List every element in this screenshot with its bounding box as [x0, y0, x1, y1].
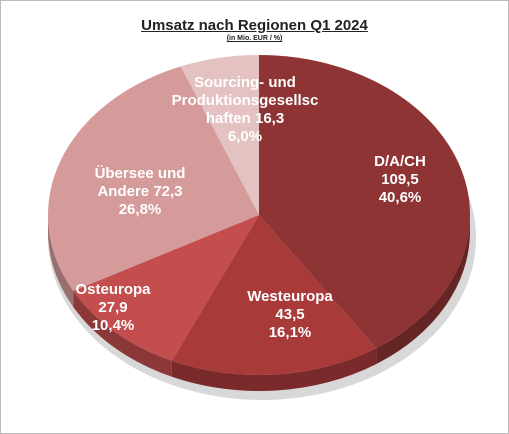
chart-subtitle: (in Mio. EUR / %): [226, 35, 283, 42]
pie-slice: [259, 55, 471, 349]
category-label: Westeuropa: [247, 288, 333, 305]
slice-side: [73, 290, 172, 377]
pie-slice: [73, 215, 259, 361]
value-label: 72,3: [153, 183, 183, 200]
percentage-label: 26,8%: [118, 201, 162, 218]
slice-label: Westeuropa 43,5 16,1%: [235, 288, 345, 342]
percentage-label: 10,4%: [91, 317, 135, 334]
percentage-label: 6,0%: [227, 128, 263, 145]
value-label: 16,3: [254, 110, 285, 127]
category-label: Osteuropa: [75, 281, 151, 298]
slice-label: Sourcing- und Produktionsgesellschaften …: [170, 74, 320, 146]
slice-label: D/A/CH 109,5 40,6%: [360, 153, 440, 207]
percentage-label: 40,6%: [378, 189, 422, 206]
chart-title: Umsatz nach Regionen Q1 2024: [141, 17, 368, 34]
slice-label: Osteuropa 27,9 10,4%: [68, 281, 158, 335]
slice-label: Übersee und Andere 72,3 26,8%: [90, 165, 190, 219]
slice-side: [48, 215, 74, 307]
category-label: Übersee und Andere: [94, 165, 186, 200]
slice-side: [376, 215, 470, 365]
pie-slice: [171, 215, 377, 375]
pie-slice: [48, 66, 259, 291]
value-label: 43,5: [275, 306, 305, 323]
pie-slice: [180, 55, 259, 215]
percentage-label: 16,1%: [268, 324, 312, 341]
value-label: 109,5: [381, 171, 419, 188]
slice-side: [171, 348, 377, 391]
value-label: 27,9: [98, 299, 128, 316]
category-label: D/A/CH: [374, 153, 426, 170]
category-label: Sourcing- und Produktionsgesellschaften: [171, 74, 319, 127]
